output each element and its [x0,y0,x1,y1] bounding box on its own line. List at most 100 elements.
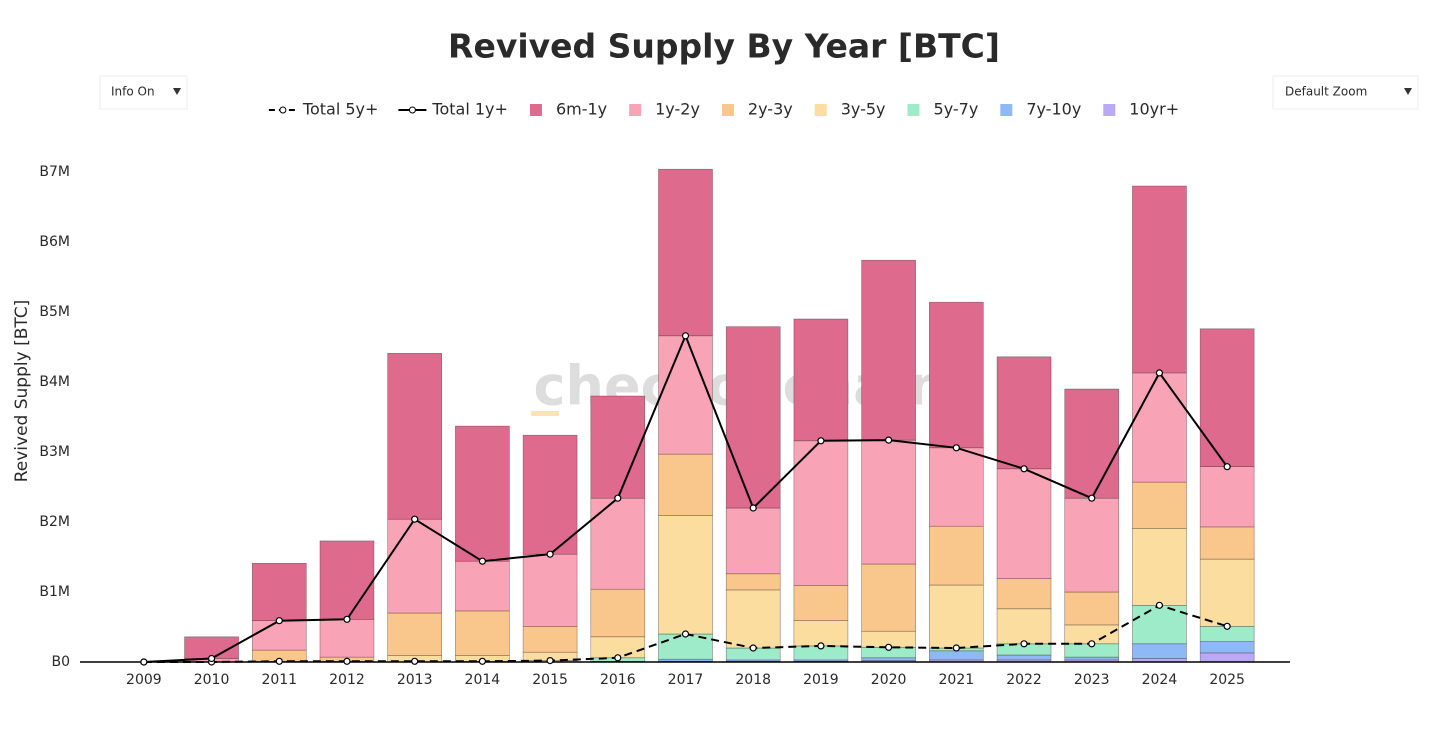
line-marker [749,644,757,652]
line-marker [1223,463,1231,471]
line-marker [1223,622,1231,630]
bar-segment [929,447,984,527]
y-tick-label: B7M [39,164,70,180]
x-tick-label: 2009 [126,672,162,688]
y-tick-label: B0 [51,654,70,670]
legend-swatch [907,104,920,116]
x-tick-label: 2025 [1209,672,1245,688]
bar-segment [1132,604,1187,645]
bar-segment [387,612,442,657]
legend-item[interactable]: 3y-5y [814,100,886,119]
line-marker [614,494,622,502]
legend-marker [408,106,416,114]
x-tick-label: 2024 [1142,672,1178,688]
bar-segment [793,440,849,586]
bar-segment [658,335,713,455]
legend-item[interactable]: Total 5y+ [268,100,379,119]
legend-label: 6m-1y [556,100,607,119]
bar-segment [1132,185,1187,374]
bar-segment [319,618,375,658]
x-tick-label: 2017 [668,672,704,688]
bar-segment [1199,466,1255,528]
bar-segment [522,553,578,627]
bar-segment [725,507,781,575]
dropdown-label[interactable]: Info On [111,85,155,99]
watermark-accent [531,411,559,416]
bar-segment [658,168,713,337]
x-tick-label: 2023 [1074,672,1110,688]
line-marker [681,630,690,638]
info-dropdown[interactable]: Info On [99,75,188,110]
bar-segment [1199,328,1255,467]
y-tick-label: B3M [39,444,70,460]
bar-segment [387,518,442,614]
dropdown-arrow [173,88,181,95]
y-tick-label: B6M [39,234,70,250]
bar-segment [793,585,849,622]
x-tick-label: 2020 [871,672,907,688]
legend-item[interactable]: 6m-1y [529,100,607,119]
dropdown-arrow [1404,88,1412,95]
bar-segment [725,326,781,509]
legend-label: 1y-2y [655,100,700,119]
y-tick-label: B2M [39,514,70,530]
x-tick-label: 2014 [465,672,501,688]
bar-segment [1199,652,1255,663]
legend-label: 5y-7y [934,100,979,119]
x-tick-label: 2015 [532,672,568,688]
chart-title: Revived Supply By Year [BTC] [448,27,1000,66]
zoom-dropdown[interactable]: Default Zoom [1272,75,1419,110]
bar-segment [1064,497,1120,593]
legend-item[interactable]: Total 1y+ [398,100,508,119]
legend-label: 7y-10y [1026,100,1081,119]
x-tick-label: 2016 [600,672,636,688]
bar-segment [658,453,713,517]
bar-segment [1064,656,1120,661]
x-tick-label: 2013 [397,672,433,688]
bar-segment [996,356,1052,470]
bar-segment [387,352,442,520]
line-marker [817,642,825,650]
legend-swatch [629,104,642,116]
legend-item[interactable]: 5y-7y [907,100,979,119]
bar-segment [455,425,510,562]
bar-segment [929,650,984,661]
bar-segment [590,497,646,590]
bar-segment [929,584,984,649]
bar-segment [658,515,713,635]
bar-segment [861,657,916,661]
bar-segment [996,578,1052,610]
legend-item[interactable]: 10yr+ [1103,100,1179,119]
x-tick-label: 2019 [803,672,839,688]
legend-label: Total 5y+ [302,100,379,119]
bar-segment [251,620,307,651]
legend-swatch [1103,104,1116,116]
bar-segment [861,563,916,632]
bar-segment [1132,372,1187,483]
x-tick-label: 2022 [1006,672,1042,688]
legend-item[interactable]: 7y-10y [1000,100,1081,119]
line-marker [885,436,893,444]
bar-segment [996,654,1052,661]
line-marker [749,504,757,512]
bar-segment [590,395,646,499]
dropdown-label[interactable]: Default Zoom [1285,85,1367,99]
x-tick-label: 2021 [939,672,975,688]
legend-item[interactable]: 2y-3y [721,100,793,119]
line-marker [1020,465,1028,473]
bar-segment [996,608,1052,645]
line-marker [1155,601,1164,609]
dropdown-box[interactable] [1272,75,1419,110]
line-marker [478,657,486,665]
bar-segment [1132,643,1187,659]
bar-segment [1064,388,1120,499]
legend-item[interactable]: 1y-2y [629,100,700,119]
dropdown-box[interactable] [99,75,188,110]
line-marker [343,657,351,665]
y-axis-title: Revived Supply [BTC] [12,300,32,483]
line-marker [1155,369,1164,377]
bar-segment [455,560,510,612]
bar-segment [861,439,916,565]
